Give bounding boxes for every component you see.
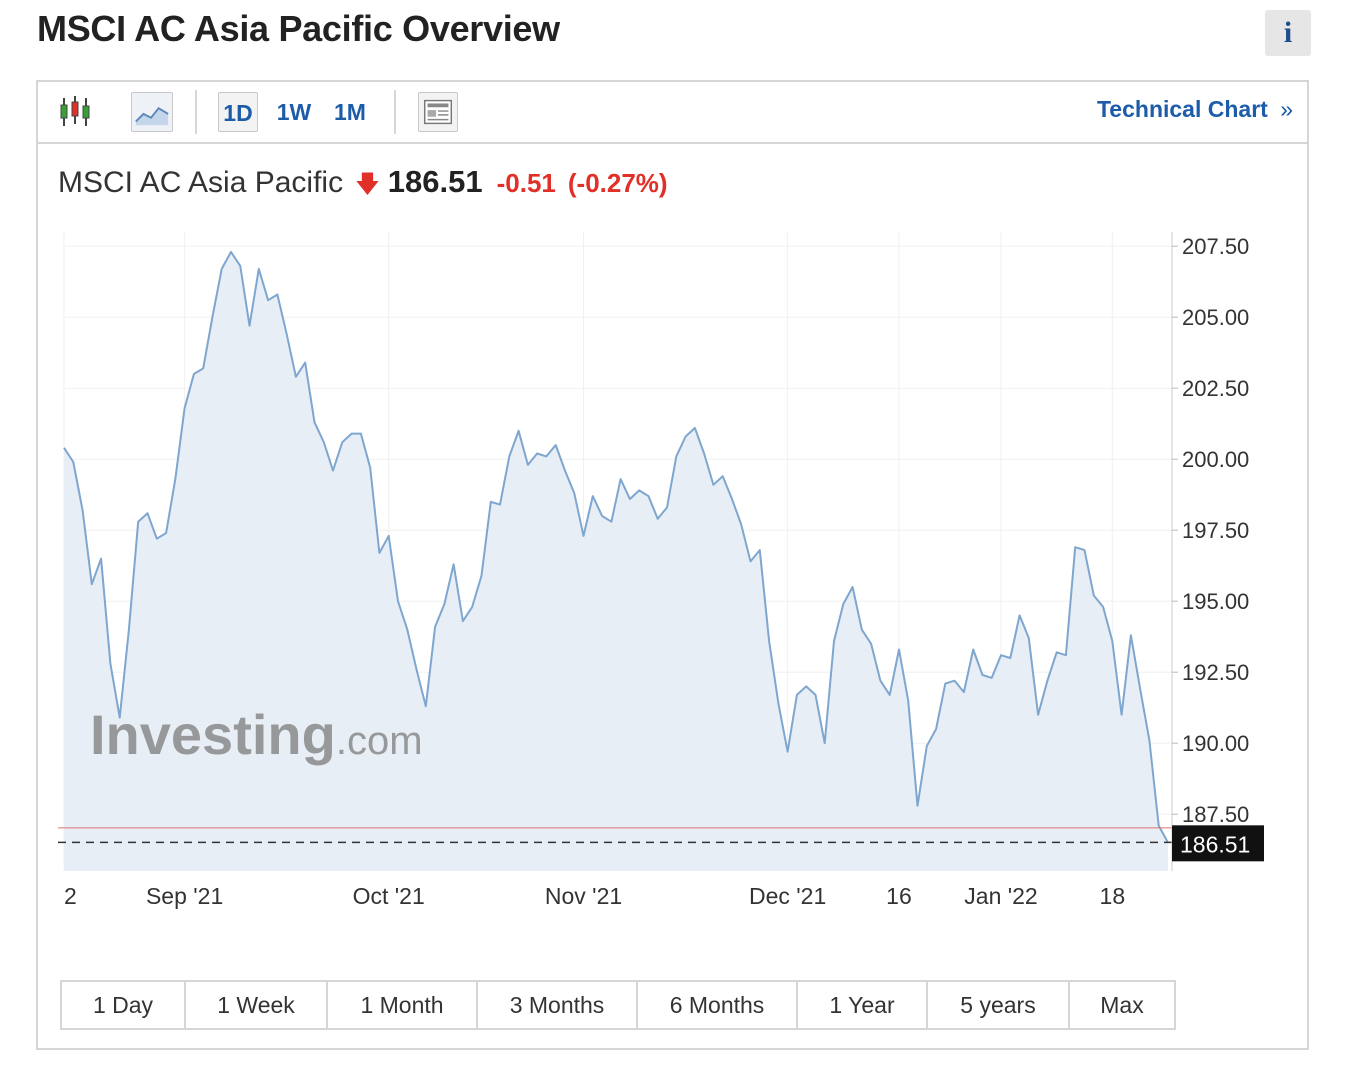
- y-tick-label: 207.50: [1182, 234, 1249, 259]
- x-tick-label: Sep '21: [146, 883, 223, 909]
- range-button[interactable]: 1 Day: [62, 982, 186, 1028]
- news-icon[interactable]: [418, 92, 458, 132]
- price-area: [64, 251, 1168, 871]
- range-button[interactable]: 6 Months: [638, 982, 798, 1028]
- price-chart[interactable]: Investing.com 207.50 205.00 202.50 200.00 197…: [38, 82, 1307, 962]
- info-button[interactable]: i: [1265, 10, 1311, 56]
- range-button[interactable]: 1 Year: [798, 982, 928, 1028]
- page-title: MSCI AC Asia Pacific Overview: [37, 8, 560, 49]
- candlestick-chart-icon[interactable]: [58, 92, 98, 132]
- last-price-tag-label: 186.51: [1180, 831, 1250, 857]
- range-button[interactable]: 5 years: [928, 982, 1070, 1028]
- x-tick-label: Jan '22: [964, 883, 1037, 909]
- chart-widget: 1D 1W 1M Technical Chart » MSCI AC Asia …: [36, 80, 1309, 1050]
- x-tick-label: 2: [64, 883, 77, 909]
- range-button[interactable]: 3 Months: [478, 982, 638, 1028]
- x-tick-label: Nov '21: [545, 883, 622, 909]
- y-tick-label: 195.00: [1182, 589, 1249, 614]
- range-button[interactable]: 1 Month: [328, 982, 478, 1028]
- watermark-suffix: .com: [336, 719, 423, 763]
- y-tick-label: 202.50: [1182, 376, 1249, 401]
- price-change: -0.51: [496, 168, 556, 198]
- technical-chart-link[interactable]: Technical Chart »: [1097, 96, 1293, 123]
- arrow-down-icon: 🡇: [355, 171, 380, 198]
- area-chart-icon[interactable]: [131, 92, 173, 132]
- instrument-name: MSCI AC Asia Pacific: [58, 166, 344, 199]
- x-tick-label: 18: [1100, 883, 1126, 909]
- x-tick-label: Dec '21: [749, 883, 826, 909]
- period-1d-button[interactable]: 1D: [218, 92, 258, 132]
- period-1w-button[interactable]: 1W: [276, 99, 312, 125]
- x-tick-label: Oct '21: [353, 883, 425, 909]
- last-price-tag: [1172, 825, 1264, 862]
- y-tick-label: 187.50: [1182, 802, 1249, 827]
- y-tick-label: 190.00: [1182, 731, 1249, 756]
- watermark-brand: Investing: [90, 703, 336, 766]
- y-tick-label: 205.00: [1182, 305, 1249, 330]
- watermark-logo: Investing.com: [90, 703, 423, 766]
- range-button[interactable]: Max: [1100, 991, 1144, 1018]
- period-1m-button[interactable]: 1M: [334, 99, 366, 125]
- chevron-right-icon: »: [1280, 96, 1293, 122]
- x-tick-label: 16: [886, 883, 912, 909]
- price-line: [63, 250, 1169, 844]
- quote-header: MSCI AC Asia Pacific 🡇 186.51 -0.51 (-0.…: [58, 164, 668, 208]
- y-tick-label: 197.50: [1182, 518, 1249, 543]
- technical-chart-label: Technical Chart: [1096, 96, 1268, 122]
- toolbar-divider: [195, 90, 197, 134]
- range-button[interactable]: 1 Week: [186, 982, 328, 1028]
- range-selector: 1 Day 1 Week 1 Month 3 Months 6 Months 1 Year…: [60, 980, 1176, 1030]
- last-price: 186.51: [387, 164, 483, 199]
- toolbar-divider: [394, 90, 396, 134]
- price-change-percent: (-0.27%): [567, 168, 668, 198]
- y-tick-label: 192.50: [1182, 660, 1249, 685]
- chart-toolbar: 1D 1W 1M Technical Chart »: [38, 82, 1307, 144]
- y-tick-label: 200.00: [1182, 447, 1249, 472]
